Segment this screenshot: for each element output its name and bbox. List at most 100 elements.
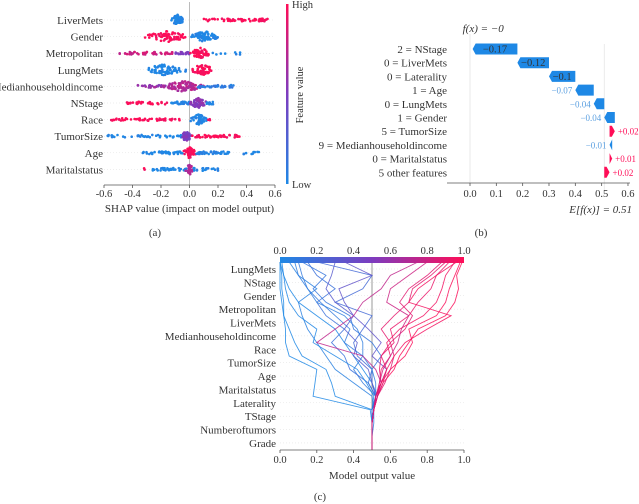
shap-point [205, 101, 209, 104]
shap-point [209, 34, 213, 37]
decision-path [315, 261, 419, 450]
x-tick-label: 0.4 [240, 189, 254, 200]
shap-point [150, 152, 154, 156]
shap-point [133, 50, 136, 54]
shap-point [183, 149, 187, 152]
shap-point [170, 17, 174, 20]
shap-point [173, 19, 177, 23]
panel-b-caption: (b) [475, 227, 488, 239]
shap-point [208, 101, 211, 104]
shap-point [163, 103, 167, 106]
shap-point [151, 52, 154, 55]
shap-point [219, 134, 222, 138]
top-tick-label: 1.0 [457, 246, 470, 257]
shap-point [213, 35, 217, 38]
shap-point [170, 87, 174, 91]
shap-point [192, 103, 195, 107]
feature-label: TStage [245, 411, 276, 423]
shap-point [199, 35, 202, 39]
shap-point [190, 116, 194, 120]
shap-point [180, 87, 184, 90]
x-tick-label: 0.6 [268, 189, 281, 200]
negative-contribution-bar [548, 70, 576, 82]
shap-point [173, 35, 176, 39]
shap-point [260, 19, 264, 23]
waterfall-row-label: 0 = LiverMets [384, 58, 447, 70]
x-tick-label: 0.5 [595, 189, 608, 200]
shap-point [221, 134, 225, 138]
shap-point [126, 102, 130, 106]
shap-point [191, 134, 194, 137]
shap-point [150, 34, 154, 38]
shap-point [194, 116, 198, 120]
shap-point [148, 152, 151, 156]
shap-point [159, 118, 163, 121]
shap-point [171, 136, 175, 139]
shap-point [226, 19, 230, 23]
shap-point [176, 21, 179, 25]
shap-point [184, 169, 187, 172]
shap-point [198, 38, 202, 42]
shap-point [252, 150, 255, 154]
shap-point [188, 172, 192, 176]
waterfall-row-label: 0 = Maritalstatus [372, 154, 447, 166]
negative-contribution-bar [593, 98, 605, 110]
shap-point [197, 65, 200, 69]
shap-point [219, 86, 223, 89]
shap-point [191, 50, 195, 53]
shap-point [164, 70, 168, 74]
feature-label: Race [81, 115, 103, 127]
shap-point [157, 83, 161, 87]
x-tick-label: 0.1 [490, 189, 503, 200]
contribution-value: −0.01 [586, 140, 607, 150]
shap-point [169, 37, 172, 40]
waterfall-row-label: 2 = NStage [397, 44, 447, 56]
shap-point [188, 146, 191, 149]
contribution-value: −0.17 [483, 45, 507, 56]
feature-label: TumorSize [228, 358, 277, 370]
shap-point [244, 19, 247, 22]
shap-point [146, 119, 149, 122]
shap-point [136, 83, 140, 87]
shap-point [192, 166, 196, 170]
shap-point [200, 114, 204, 117]
shap-point [187, 134, 190, 138]
shap-point [194, 32, 197, 36]
top-tick-label: 0.0 [273, 246, 286, 257]
shap-point [155, 117, 158, 121]
shap-point [186, 147, 189, 151]
positive-contribution-bar [609, 125, 615, 137]
shap-point [206, 84, 209, 88]
shap-point [109, 118, 113, 122]
shap-point [181, 132, 185, 136]
shap-point [139, 135, 142, 138]
shap-point [194, 98, 198, 102]
x-tick-label: 0.8 [421, 455, 434, 466]
shap-point [212, 17, 216, 21]
panel-a-beeswarm: LiverMets Gender Metropolitan LungMets Media… [0, 0, 314, 215]
shap-point [205, 167, 208, 170]
shap-point [198, 135, 202, 139]
shap-point [172, 168, 175, 171]
shap-point [167, 40, 170, 43]
feature-label: TumorSize [55, 131, 104, 143]
shap-point [181, 17, 184, 20]
shap-point [197, 151, 200, 155]
shap-point [159, 39, 163, 43]
negative-contribution-bar [604, 112, 615, 123]
shap-point [173, 101, 176, 105]
shap-point [216, 84, 219, 88]
decision-path [307, 261, 377, 450]
shap-point [151, 133, 154, 137]
shap-point [181, 135, 184, 139]
shap-point [211, 17, 214, 21]
shap-point [150, 117, 154, 121]
shap-point [166, 86, 170, 89]
shap-point [208, 117, 211, 121]
shap-point [172, 152, 176, 156]
shap-point [206, 35, 210, 38]
shap-point [228, 18, 232, 22]
shap-point [183, 100, 186, 104]
shap-point [148, 117, 151, 121]
feature-label: Gender [244, 291, 277, 303]
